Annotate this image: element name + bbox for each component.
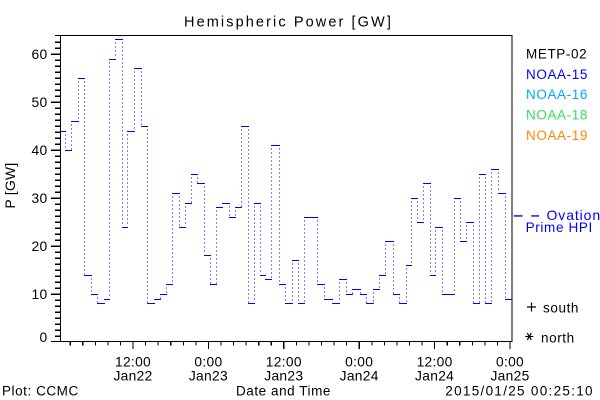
svg-text:NOAA-18: NOAA-18 bbox=[526, 108, 588, 123]
svg-text:10: 10 bbox=[32, 287, 48, 302]
svg-text:Jan22: Jan22 bbox=[113, 369, 152, 384]
svg-text:12:00: 12:00 bbox=[266, 355, 302, 370]
svg-text:12:00: 12:00 bbox=[417, 355, 453, 370]
svg-text:12:00: 12:00 bbox=[115, 355, 151, 370]
svg-text:METP-02: METP-02 bbox=[526, 47, 587, 62]
svg-text:40: 40 bbox=[32, 143, 48, 158]
svg-text:20: 20 bbox=[32, 239, 48, 254]
svg-text:Ovation: Ovation bbox=[547, 207, 600, 223]
svg-text:Date and Time: Date and Time bbox=[236, 384, 331, 399]
svg-text:Prime HPI: Prime HPI bbox=[526, 220, 593, 235]
svg-text:Jan23: Jan23 bbox=[189, 369, 228, 384]
svg-text:60: 60 bbox=[32, 47, 48, 62]
svg-text:Jan23: Jan23 bbox=[264, 369, 303, 384]
svg-text:30: 30 bbox=[32, 191, 48, 206]
svg-text:Jan25: Jan25 bbox=[490, 369, 529, 384]
svg-text:P [GW]: P [GW] bbox=[3, 162, 18, 208]
svg-text:NOAA-16: NOAA-16 bbox=[526, 87, 588, 102]
svg-text:Hemispheric Power [GW]: Hemispheric Power [GW] bbox=[184, 15, 393, 31]
svg-text:0:00: 0:00 bbox=[194, 355, 222, 370]
svg-text:south: south bbox=[543, 301, 579, 316]
svg-text:Jan24: Jan24 bbox=[415, 369, 454, 384]
svg-text:0:00: 0:00 bbox=[496, 355, 524, 370]
svg-text:Jan24: Jan24 bbox=[340, 369, 379, 384]
svg-text:0: 0 bbox=[40, 330, 48, 345]
svg-text:2015/01/25 00:25:10: 2015/01/25 00:25:10 bbox=[445, 383, 594, 398]
svg-text:50: 50 bbox=[32, 95, 48, 110]
svg-text:NOAA-15: NOAA-15 bbox=[526, 67, 588, 82]
svg-text:NOAA-19: NOAA-19 bbox=[526, 128, 588, 143]
svg-text:north: north bbox=[541, 331, 575, 346]
svg-text:Plot: CCMC: Plot: CCMC bbox=[2, 384, 79, 399]
svg-text:0:00: 0:00 bbox=[345, 355, 373, 370]
